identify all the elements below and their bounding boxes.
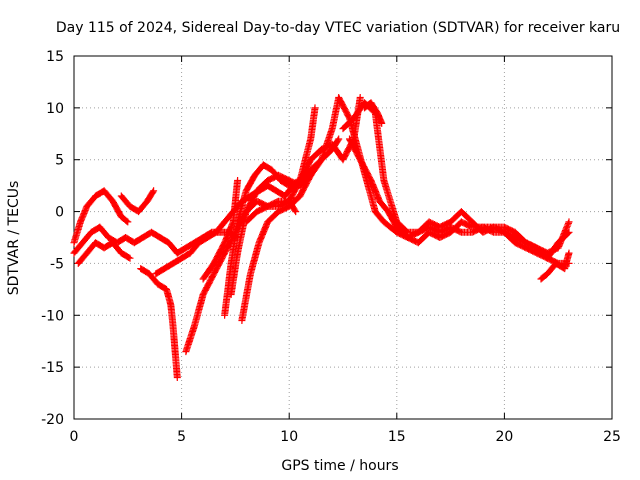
x-tick-label: 10 [280, 429, 298, 445]
x-tick-label: 20 [495, 429, 513, 445]
x-tick-label: 15 [388, 429, 406, 445]
y-tick-label: 10 [46, 101, 64, 117]
data-point-marks [537, 249, 573, 283]
x-tick-label: 0 [70, 429, 79, 445]
series-track-4 [117, 187, 158, 216]
y-tick-label: -5 [50, 256, 64, 272]
y-tick-label: -20 [41, 412, 64, 428]
y-axis-label: SDTVAR / TECUs [6, 181, 22, 296]
data-point-marks [242, 197, 300, 226]
series-track-5 [137, 265, 181, 381]
data-point-marks [238, 135, 343, 324]
data-point-marks [199, 177, 242, 283]
series-track-16 [346, 135, 573, 267]
data-point-marks [346, 135, 573, 267]
series-track-8 [199, 177, 242, 283]
data-point-marks [74, 239, 134, 267]
y-tick-label: -15 [41, 360, 64, 376]
data-point-marks [361, 99, 386, 127]
series-track-2 [70, 187, 132, 247]
x-axis-label: GPS time / hours [281, 458, 398, 474]
y-tick-label: 5 [55, 153, 64, 169]
data-point-marks [117, 187, 158, 216]
plot-frame [73, 55, 613, 420]
series-track-17 [361, 99, 386, 127]
y-tick-label: 15 [46, 49, 64, 65]
series-track-12 [242, 197, 300, 226]
y-tick-label: 0 [55, 205, 64, 221]
data-point-marks [137, 265, 181, 381]
y-tick-label: -10 [41, 308, 64, 324]
series-track-3 [74, 239, 134, 267]
data-point-marks [70, 187, 132, 247]
data-marks [70, 94, 573, 381]
chart-title: Day 115 of 2024, Sidereal Day-to-day VTE… [56, 20, 620, 36]
x-tick-label: 25 [603, 429, 621, 445]
x-tick-label: 5 [177, 429, 186, 445]
series-track-18 [537, 249, 573, 283]
axis-ticks: 0 5 10 15 20 25 -20 -15 -10 -5 0 5 10 15 [41, 49, 621, 445]
series-track-11 [238, 135, 343, 324]
